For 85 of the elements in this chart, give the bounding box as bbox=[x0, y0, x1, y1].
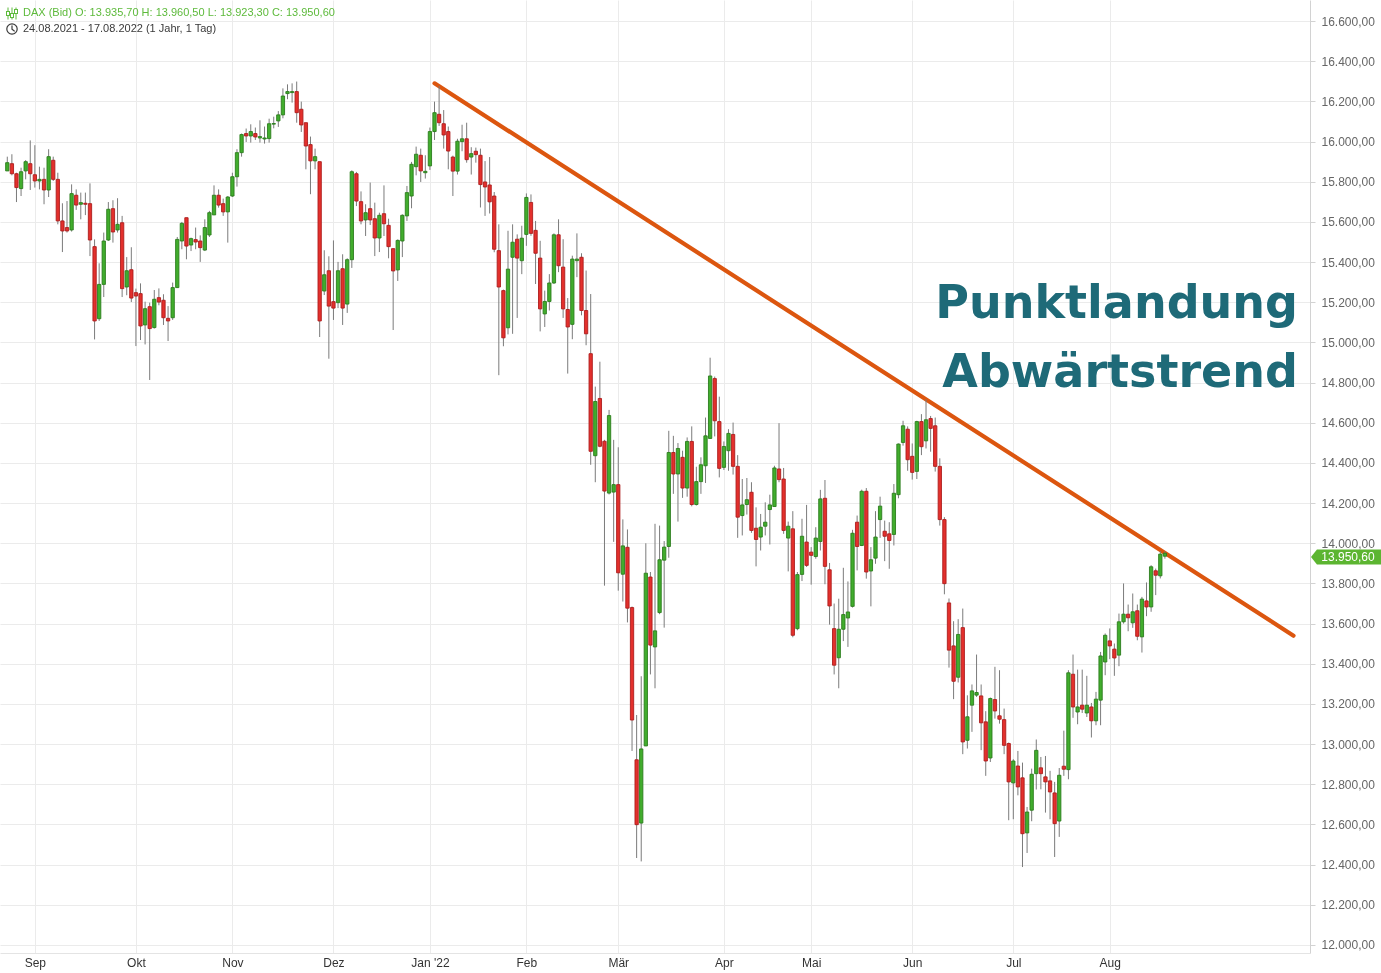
candlestick bbox=[124, 256, 129, 296]
x-tick-label: Jun bbox=[903, 955, 923, 970]
candlestick bbox=[804, 504, 809, 568]
candlestick bbox=[28, 139, 33, 191]
text: DAX (Bid) O: 13.935,70 H: 13.960,50 L: 13.923,30 C: 13.950,60 bbox=[23, 6, 335, 18]
candlestick bbox=[1061, 730, 1066, 777]
candlestick bbox=[248, 123, 253, 144]
x-tick-label: Aug bbox=[1099, 955, 1121, 970]
x-tick-label: Sep bbox=[24, 955, 47, 970]
y-tick-label: 16.200,00 bbox=[1321, 94, 1376, 109]
text: 13.950,60 bbox=[1321, 550, 1376, 564]
x-tick-label: Okt bbox=[127, 955, 147, 970]
candlestick bbox=[143, 301, 148, 345]
candlestick bbox=[1080, 669, 1085, 714]
x-tick-label: Nov bbox=[222, 955, 244, 970]
y-tick-label: 13.600,00 bbox=[1321, 617, 1376, 632]
candlestick bbox=[257, 119, 263, 144]
candlestick bbox=[32, 144, 37, 189]
candlestick bbox=[78, 192, 83, 220]
candlestick bbox=[280, 87, 286, 119]
candlestick bbox=[923, 398, 929, 449]
candlestick bbox=[671, 435, 676, 495]
candlestick bbox=[744, 477, 749, 516]
candlestick bbox=[1158, 550, 1163, 579]
candlestick bbox=[110, 199, 116, 244]
candlestick bbox=[1047, 770, 1053, 820]
candlestick bbox=[363, 203, 368, 237]
x-tick-label: Jan '22 bbox=[411, 955, 450, 970]
x-tick-label: Jul bbox=[1006, 955, 1022, 970]
y-tick-label: 12.000,00 bbox=[1321, 938, 1376, 953]
y-tick-label: 14.400,00 bbox=[1321, 456, 1376, 471]
candlestick bbox=[391, 248, 396, 331]
y-tick-label: 13.200,00 bbox=[1321, 697, 1376, 712]
x-tick-label: Mai bbox=[802, 955, 822, 970]
candlestick bbox=[464, 122, 469, 164]
y-tick-label: 15.200,00 bbox=[1321, 295, 1376, 310]
candlestick bbox=[41, 167, 47, 205]
y-tick-label: 15.800,00 bbox=[1321, 175, 1376, 190]
x-tick-label: Dez bbox=[323, 955, 345, 970]
y-tick-label: 13.800,00 bbox=[1321, 576, 1376, 591]
candlestick bbox=[312, 148, 318, 170]
y-tick-label: 12.200,00 bbox=[1321, 898, 1376, 913]
candlestick bbox=[450, 155, 455, 197]
y-tick-label: 12.400,00 bbox=[1321, 858, 1376, 873]
candlestick bbox=[740, 478, 745, 536]
y-tick-label: 15.600,00 bbox=[1321, 215, 1376, 230]
x-tick-label: Apr bbox=[715, 955, 734, 970]
text: 24.08.2021 - 17.08.2022 (1 Jahr, 1 Tag) bbox=[23, 22, 217, 34]
y-tick-label: 16.600,00 bbox=[1321, 14, 1376, 29]
candlestick bbox=[418, 148, 423, 183]
y-tick-label: 14.000,00 bbox=[1321, 536, 1376, 551]
y-tick-label: 14.800,00 bbox=[1321, 376, 1376, 391]
candlestick bbox=[1130, 592, 1135, 629]
candlestick bbox=[469, 146, 474, 176]
candlestick bbox=[510, 223, 515, 335]
candlestick bbox=[652, 523, 658, 689]
x-tick-label: Feb bbox=[516, 955, 538, 970]
y-tick-label: 13.000,00 bbox=[1321, 737, 1376, 752]
y-tick-label: 12.800,00 bbox=[1321, 777, 1376, 792]
y-tick-label: 15.000,00 bbox=[1321, 335, 1376, 350]
candlestick bbox=[322, 249, 327, 296]
x-tick-label: Mär bbox=[608, 955, 630, 970]
candlestick bbox=[423, 154, 428, 180]
candlestick bbox=[992, 666, 998, 720]
candlestick bbox=[216, 188, 221, 209]
y-tick-label: 13.400,00 bbox=[1321, 657, 1376, 672]
y-tick-label: 12.600,00 bbox=[1321, 817, 1376, 832]
candlestick bbox=[1107, 627, 1112, 660]
candlestick bbox=[1084, 675, 1089, 718]
candlestick bbox=[147, 302, 152, 381]
candlestick bbox=[1144, 581, 1149, 617]
annotation: Abwärtstrend bbox=[942, 344, 1298, 398]
y-tick-label: 14.200,00 bbox=[1321, 496, 1376, 511]
candlestick bbox=[64, 200, 70, 234]
y-tick-label: 16.400,00 bbox=[1321, 54, 1376, 69]
candlestick bbox=[1034, 739, 1039, 791]
annotation: Punktlandung bbox=[935, 275, 1298, 329]
y-tick-label: 15.400,00 bbox=[1321, 255, 1376, 270]
y-tick-label: 14.600,00 bbox=[1321, 416, 1376, 431]
candlestick bbox=[515, 233, 520, 319]
candlestick bbox=[115, 197, 120, 234]
candlestick bbox=[37, 166, 42, 190]
candlestick bbox=[1153, 568, 1158, 596]
y-tick-label: 16.000,00 bbox=[1321, 135, 1376, 150]
candlestick bbox=[1089, 702, 1094, 738]
